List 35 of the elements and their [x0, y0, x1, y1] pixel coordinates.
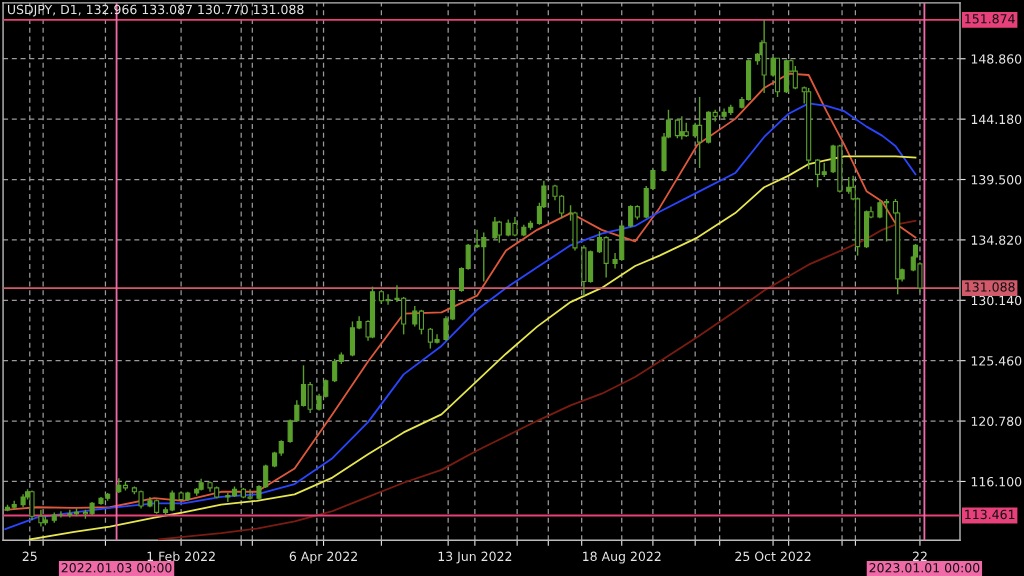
line-series — [157, 219, 917, 541]
y-tick-label: 134.820 — [971, 235, 1022, 245]
candlestick — [169, 489, 175, 512]
candlestick — [492, 216, 498, 240]
y-tick-label: 139.500 — [971, 174, 1022, 185]
ref-line-label: 151.874 — [965, 14, 1015, 24]
candlestick — [815, 158, 821, 188]
y-tick-label: 120.780 — [971, 416, 1022, 426]
x-tick-label: 13 Jun 2022 — [438, 551, 512, 564]
candlestick — [300, 364, 307, 408]
candlestick — [412, 305, 418, 328]
ref-line-label: 131.088 — [965, 282, 1015, 292]
y-tick-label: 125.460 — [971, 356, 1022, 366]
candlestick — [465, 243, 471, 271]
candlestick — [332, 358, 338, 383]
ref-line-label: 2022.01.03 00:00 — [61, 563, 172, 573]
x-tick-label: 18 Aug 2022 — [583, 551, 661, 564]
y-tick-label: 144.180 — [971, 114, 1022, 125]
candlestick — [458, 266, 465, 293]
ref-line-label: 113.461 — [965, 509, 1015, 520]
x-tick-label: 22 — [912, 551, 927, 561]
x-tick-label: 25 — [22, 551, 37, 562]
x-tick-label: 6 Apr 2022 — [289, 551, 357, 564]
candlestick — [596, 230, 603, 254]
candlestick — [225, 492, 231, 503]
y-tick-label: 116.100 — [971, 476, 1022, 487]
y-tick-label: 148.860 — [971, 54, 1022, 64]
line-series — [28, 155, 917, 541]
candlestick — [697, 96, 703, 169]
y-tick-label: 130.140 — [971, 295, 1022, 306]
x-tick-label: 1 Feb 2022 — [147, 551, 215, 562]
candlestick — [67, 509, 73, 519]
candlestick — [418, 309, 425, 336]
x-tick-label: 25 Oct 2022 — [735, 551, 811, 562]
ref-line-label: 2023.01.01 00:00 — [869, 563, 980, 573]
